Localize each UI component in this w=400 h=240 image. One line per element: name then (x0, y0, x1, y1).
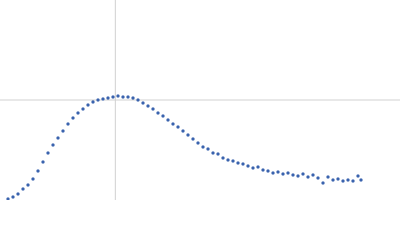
data-point (286, 171, 290, 175)
data-point (81, 107, 85, 111)
data-point (66, 122, 70, 126)
data-point (76, 111, 80, 115)
data-point (41, 160, 45, 164)
data-point (346, 178, 350, 182)
data-point (326, 175, 330, 179)
data-point (91, 100, 95, 104)
data-point (216, 152, 220, 156)
data-point (101, 97, 105, 101)
data-point (86, 103, 90, 107)
data-point (291, 173, 295, 177)
data-point (166, 118, 170, 122)
data-point (226, 158, 230, 162)
data-point (296, 174, 300, 178)
data-point (46, 151, 50, 155)
data-point (281, 172, 285, 176)
data-point (256, 165, 260, 169)
data-point (261, 168, 265, 172)
data-point (31, 177, 35, 181)
data-point (106, 96, 110, 100)
data-point (311, 173, 315, 177)
data-point (61, 129, 65, 133)
data-point (191, 137, 195, 141)
data-point (246, 164, 250, 168)
data-point (131, 96, 135, 100)
data-point (6, 197, 10, 200)
data-point (206, 147, 210, 151)
data-point (21, 187, 25, 191)
data-point (71, 116, 75, 120)
data-point (276, 170, 280, 174)
data-point (359, 178, 363, 182)
data-point (221, 156, 225, 160)
data-point (236, 161, 240, 165)
data-point (111, 95, 115, 99)
data-point (306, 175, 310, 179)
data-point (156, 111, 160, 115)
data-point (126, 95, 130, 99)
data-point (211, 151, 215, 155)
data-point (231, 159, 235, 163)
page: (() => { const data = JSON.parse(documen… (0, 0, 400, 200)
data-point (96, 98, 100, 102)
data-point (51, 143, 55, 147)
data-point (176, 125, 180, 129)
data-point (341, 179, 345, 183)
data-point (121, 95, 125, 99)
data-point (141, 101, 145, 105)
data-point (11, 195, 15, 199)
data-point (16, 192, 20, 196)
data-point (271, 171, 275, 175)
chart (0, 0, 400, 200)
data-point (181, 129, 185, 133)
data-point (351, 179, 355, 183)
data-point (161, 114, 165, 118)
data-point (336, 177, 340, 181)
data-point (116, 94, 120, 98)
data-point (186, 133, 190, 137)
data-point (56, 136, 60, 140)
data-point (241, 162, 245, 166)
data-point (356, 174, 360, 178)
data-point (136, 98, 140, 102)
data-point (201, 145, 205, 149)
data-point (171, 122, 175, 126)
data-point (301, 172, 305, 176)
data-point (316, 176, 320, 180)
data-point (151, 107, 155, 111)
data-point (321, 181, 325, 185)
data-point (146, 104, 150, 108)
data-point (26, 183, 30, 187)
data-point (196, 141, 200, 145)
data-point (266, 169, 270, 173)
data-point (331, 178, 335, 182)
data-point (251, 166, 255, 170)
data-point (36, 169, 40, 173)
